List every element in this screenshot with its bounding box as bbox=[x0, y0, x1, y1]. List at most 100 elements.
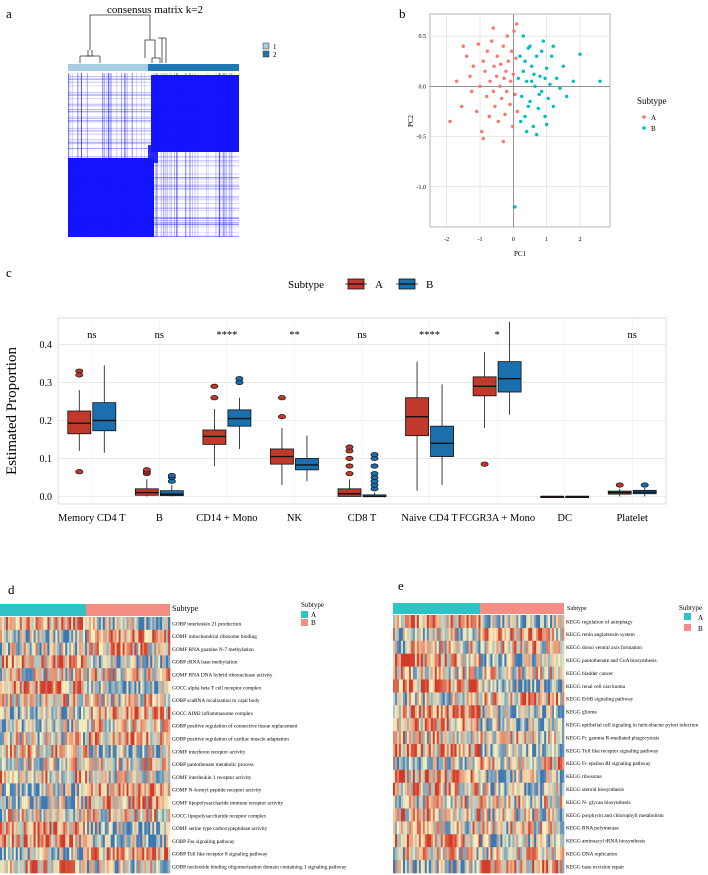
heatmap-cell bbox=[73, 783, 76, 797]
heatmap-cell bbox=[470, 692, 473, 706]
heatmap-cell bbox=[102, 821, 106, 835]
heatmap-cell bbox=[63, 732, 66, 746]
heatmap-cell bbox=[0, 719, 3, 733]
heatmap-cell bbox=[33, 668, 36, 682]
heatmap-cell bbox=[394, 795, 398, 809]
heatmap-cell bbox=[398, 782, 402, 796]
heatmap-cell bbox=[468, 821, 471, 835]
heatmap-cell bbox=[528, 860, 531, 874]
heatmap-cell bbox=[522, 653, 525, 667]
heatmap-cell bbox=[73, 706, 76, 720]
heatmap-cell bbox=[426, 744, 430, 758]
heatmap-cell bbox=[31, 847, 34, 861]
heatmap-cell bbox=[35, 860, 38, 874]
heatmap-cell bbox=[514, 808, 517, 822]
heatmap-cell bbox=[420, 782, 424, 796]
heatmap-cell bbox=[426, 627, 430, 642]
heatmap-cell bbox=[13, 617, 17, 631]
boxplot-panel: Subtype A B 0.00.10.20.30.4 Memory CD4 T… bbox=[4, 278, 667, 524]
heatmap-cell bbox=[35, 821, 38, 835]
heatmap-cell bbox=[150, 719, 153, 733]
heatmap-cell bbox=[406, 692, 410, 706]
heatmap-cell bbox=[516, 666, 519, 680]
heatmap-cell bbox=[478, 808, 481, 822]
heatmap-cell bbox=[132, 834, 135, 848]
pca-xtick-label: -1 bbox=[478, 237, 483, 243]
box-b-4 bbox=[362, 452, 387, 498]
heatmap-cell bbox=[19, 732, 23, 746]
heatmap-cell bbox=[138, 783, 141, 797]
heatmap-cell bbox=[41, 834, 44, 848]
heatmap-cell bbox=[456, 808, 459, 822]
heatmap-cell bbox=[446, 808, 449, 822]
heatmap-cell bbox=[444, 847, 447, 861]
heatmap-cell bbox=[136, 629, 139, 643]
heatmap-cell bbox=[552, 692, 555, 706]
heatmap-cell bbox=[116, 629, 119, 643]
heatmap-cell bbox=[418, 795, 422, 809]
heatmap-cell bbox=[458, 821, 461, 835]
box-outlier bbox=[210, 383, 219, 389]
heatmap-cell bbox=[75, 668, 78, 682]
heatmap-cell bbox=[422, 640, 426, 654]
heatmap-cell bbox=[5, 732, 9, 746]
heatmap-cell bbox=[98, 617, 102, 631]
heatmap-cell bbox=[33, 860, 36, 874]
heatmap-cell bbox=[556, 692, 559, 706]
heatmap-cell bbox=[434, 860, 438, 874]
heatmap-cell bbox=[552, 847, 555, 861]
heatmap-cell bbox=[67, 770, 70, 784]
matrix-stripe-v bbox=[170, 73, 172, 237]
matrix-stripe-v bbox=[68, 73, 69, 237]
heatmap-cell bbox=[27, 860, 30, 874]
heatmap-cell bbox=[484, 808, 487, 822]
heatmap-cell bbox=[132, 796, 135, 810]
heatmap-cell bbox=[57, 809, 60, 823]
heatmap-cell bbox=[166, 809, 169, 823]
heatmap-cell bbox=[466, 769, 469, 783]
heatmap-row-label: KEGG aminoacyl tRNA biosynthesis bbox=[566, 839, 645, 845]
heatmap-cell bbox=[114, 655, 117, 669]
heatmap-cell bbox=[53, 796, 56, 810]
box-outlier bbox=[345, 444, 354, 450]
heatmap-cell bbox=[150, 834, 153, 848]
heatmap-cell bbox=[556, 718, 559, 732]
heatmap-cell bbox=[128, 732, 131, 746]
heatmap-cell bbox=[166, 745, 169, 759]
heatmap-cell bbox=[110, 796, 113, 810]
heatmap-cell bbox=[508, 731, 511, 745]
heatmap-cell bbox=[146, 629, 149, 643]
heatmap-cell bbox=[160, 757, 163, 771]
heatmap-cell bbox=[23, 668, 26, 682]
heatmap-cell bbox=[23, 834, 26, 848]
heatmap-row-label: KEGG porphyrin and chlorophyll metabolis… bbox=[566, 813, 665, 819]
heatmap-cell bbox=[47, 809, 50, 823]
matrix-stripe-h bbox=[68, 120, 239, 122]
heatmap-cell bbox=[31, 796, 34, 810]
heatmap-cell bbox=[546, 821, 549, 835]
heatmap-cell bbox=[422, 731, 426, 745]
box-category-label: DC bbox=[557, 513, 572, 524]
heatmap-cell bbox=[71, 681, 74, 695]
heatmap-cell bbox=[112, 681, 115, 695]
heatmap-cell bbox=[158, 642, 161, 656]
heatmap-cell bbox=[86, 757, 90, 771]
heatmap-cell bbox=[138, 732, 141, 746]
heatmap-cell bbox=[522, 769, 525, 783]
heatmap-cell bbox=[426, 640, 430, 654]
heatmap-cell bbox=[112, 847, 115, 861]
heatmap-cell bbox=[17, 834, 21, 848]
heatmap-cell bbox=[144, 681, 147, 695]
heatmap-cell bbox=[432, 834, 436, 848]
pca-point-b bbox=[531, 124, 535, 129]
heatmap-cell bbox=[494, 821, 497, 835]
heatmap-cell bbox=[120, 668, 123, 682]
heatmap-cell bbox=[77, 617, 80, 631]
heatmap-cell bbox=[510, 640, 513, 654]
heatmap-cell bbox=[482, 679, 485, 693]
heatmap-cell bbox=[67, 706, 70, 720]
pca-point-a bbox=[506, 59, 510, 63]
heatmap-cell bbox=[120, 745, 123, 759]
heatmap-cell bbox=[94, 783, 98, 797]
heatmap-cell bbox=[164, 770, 167, 784]
